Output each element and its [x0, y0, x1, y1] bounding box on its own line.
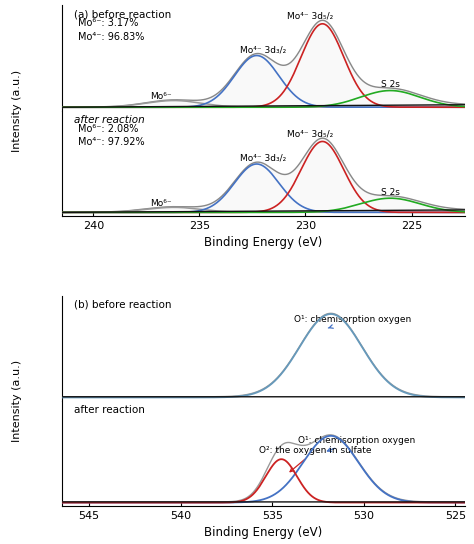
Text: O¹: chemisorption oxygen: O¹: chemisorption oxygen	[298, 436, 415, 452]
Text: Mo⁶⁻: Mo⁶⁻	[150, 199, 172, 208]
Text: Mo⁶⁻: 3.17%: Mo⁶⁻: 3.17%	[78, 18, 138, 28]
Text: Mo⁶⁻: 2.08%: Mo⁶⁻: 2.08%	[78, 123, 138, 134]
Text: Mo⁴⁻: 96.83%: Mo⁴⁻: 96.83%	[78, 32, 144, 42]
Text: O²: the oxygen in sulfate: O²: the oxygen in sulfate	[259, 446, 372, 472]
Text: (a) before reaction: (a) before reaction	[74, 10, 171, 20]
Text: Mo⁴⁻ 3d₃/₂: Mo⁴⁻ 3d₃/₂	[240, 45, 286, 54]
Text: Mo⁴⁻ 3d₃/₂: Mo⁴⁻ 3d₃/₂	[240, 153, 286, 163]
Text: after reaction: after reaction	[74, 115, 145, 125]
Text: (b) before reaction: (b) before reaction	[74, 300, 171, 310]
Text: S 2s: S 2s	[381, 188, 400, 197]
Text: O¹: chemisorption oxygen: O¹: chemisorption oxygen	[294, 316, 411, 328]
X-axis label: Binding Energy (eV): Binding Energy (eV)	[204, 527, 322, 539]
Text: Mo⁶⁻: Mo⁶⁻	[150, 92, 172, 101]
Text: Intensity (a.u.): Intensity (a.u.)	[12, 70, 22, 152]
Text: Mo⁴⁻: 97.92%: Mo⁴⁻: 97.92%	[78, 137, 145, 147]
Text: after reaction: after reaction	[74, 405, 145, 415]
Text: Mo⁴⁻ 3d₅/₂: Mo⁴⁻ 3d₅/₂	[287, 129, 333, 139]
Text: Intensity (a.u.): Intensity (a.u.)	[12, 360, 22, 442]
Text: S 2s: S 2s	[381, 80, 400, 89]
X-axis label: Binding Energy (eV): Binding Energy (eV)	[204, 236, 322, 249]
Text: Mo⁴⁻ 3d₅/₂: Mo⁴⁻ 3d₅/₂	[287, 12, 333, 21]
